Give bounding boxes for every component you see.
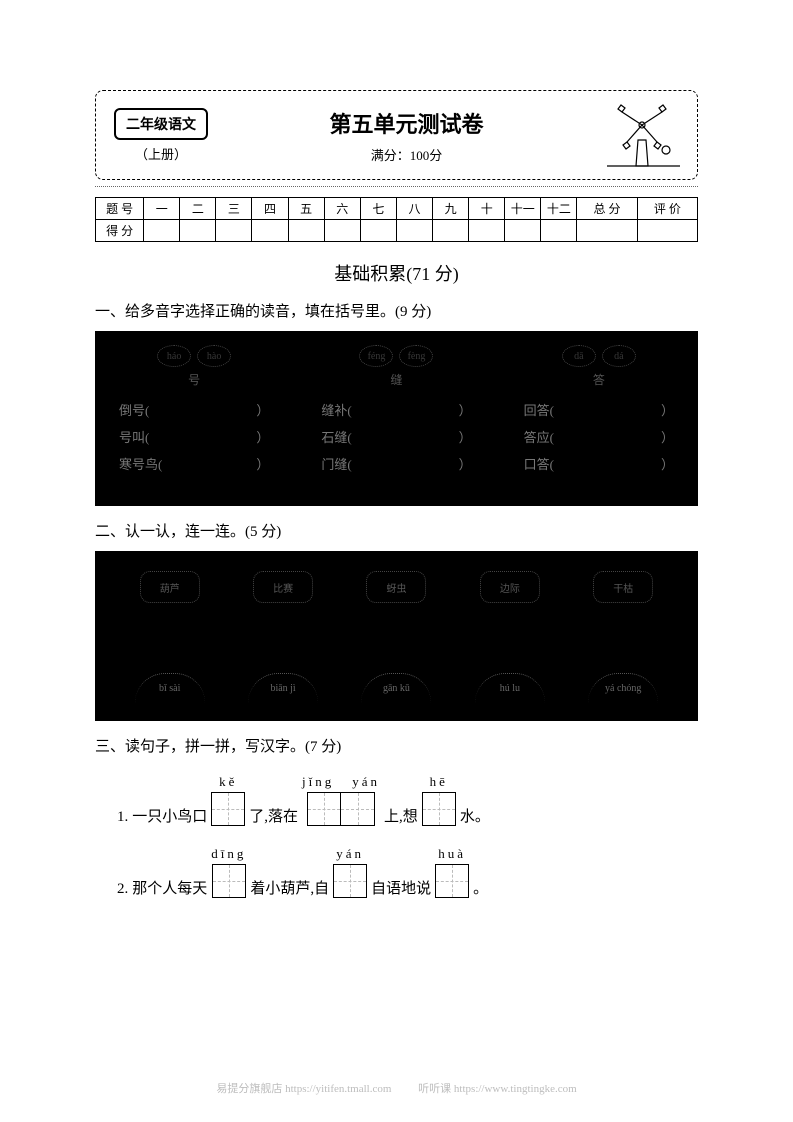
question-2-title: 二、认一认，连一连。(5 分) bbox=[95, 520, 698, 541]
windmill-icon bbox=[602, 100, 682, 170]
word-bubble: 边际 bbox=[480, 571, 540, 603]
q1-image-box: háo hào 号 倒号(） 号叫(） 寒号鸟(） féng fèng 缝 缝补… bbox=[95, 331, 698, 506]
word-bubble: 干枯 bbox=[593, 571, 653, 603]
pinyin-cloud: fèng bbox=[399, 345, 433, 367]
char-box bbox=[435, 864, 469, 898]
table-row: 得 分 bbox=[96, 220, 698, 242]
char-box bbox=[211, 792, 245, 826]
sentence-1: 1. 一只小鸟口 kě 了,落在 jǐngyán 上,想 hē 水。 bbox=[115, 774, 698, 826]
pinyin-bubble: hú lu bbox=[475, 673, 545, 703]
grade-label: 二年级语文 bbox=[114, 108, 208, 140]
pinyin-cloud: féng bbox=[359, 345, 393, 367]
pinyin-bubble: gān kū bbox=[361, 673, 431, 703]
volume-label: （上册） bbox=[135, 144, 187, 163]
char-box bbox=[333, 864, 367, 898]
footer-left: 易提分旗舰店 https://yitifen.tmall.com bbox=[216, 1083, 391, 1095]
sentence-2: 2. 那个人每天 dīng 着小葫芦,自 yán 自语地说 huà 。 bbox=[115, 846, 698, 898]
sentence-num: 1. bbox=[117, 809, 128, 826]
char-jar: 答 bbox=[518, 371, 680, 388]
pinyin-cloud: dā bbox=[562, 345, 596, 367]
question-3-title: 三、读句子，拼一拼，写汉字。(7 分) bbox=[95, 735, 698, 756]
header-box: 二年级语文 （上册） 第五单元测试卷 满分：100分 bbox=[95, 90, 698, 180]
q3-sentences: 1. 一只小鸟口 kě 了,落在 jǐngyán 上,想 hē 水。 2. 那个… bbox=[115, 774, 698, 898]
row-label: 题 号 bbox=[96, 198, 144, 220]
char-box bbox=[341, 792, 375, 826]
pinyin-bubble: biān jì bbox=[248, 673, 318, 703]
score-table: 题 号 一 二 三 四 五 六 七 八 九 十 十一 十二 总 分 评 价 得 … bbox=[95, 197, 698, 242]
char-jar: 号 bbox=[113, 371, 275, 388]
pinyin-bubble: bǐ sài bbox=[135, 673, 205, 703]
footer-right: 听听课 https://www.tingtingke.com bbox=[418, 1083, 576, 1095]
table-row: 题 号 一 二 三 四 五 六 七 八 九 十 十一 十二 总 分 评 价 bbox=[96, 198, 698, 220]
pinyin-bubble: yá chóng bbox=[588, 673, 658, 703]
word-bubble: 蚜虫 bbox=[366, 571, 426, 603]
divider bbox=[95, 186, 698, 187]
word-bubble: 比赛 bbox=[253, 571, 313, 603]
char-box bbox=[307, 792, 341, 826]
char-jar: 缝 bbox=[315, 371, 477, 388]
footer: 易提分旗舰店 https://yitifen.tmall.com 听听课 htt… bbox=[0, 1080, 793, 1096]
row-label: 得 分 bbox=[96, 220, 144, 242]
q2-image-box: 葫芦 比赛 蚜虫 边际 干枯 bǐ sài biān jì gān kū hú … bbox=[95, 551, 698, 721]
page-title: 第五单元测试卷 bbox=[211, 107, 602, 139]
section-title: 基础积累(71 分) bbox=[95, 260, 698, 286]
full-score: 满分：100分 bbox=[211, 145, 602, 164]
question-1-title: 一、给多音字选择正确的读音，填在括号里。(9 分) bbox=[95, 300, 698, 321]
char-box bbox=[212, 864, 246, 898]
pinyin-cloud: hào bbox=[197, 345, 231, 367]
pinyin-cloud: dá bbox=[602, 345, 636, 367]
char-box bbox=[422, 792, 456, 826]
word-bubble: 葫芦 bbox=[140, 571, 200, 603]
sentence-num: 2. bbox=[117, 881, 128, 898]
pinyin-cloud: háo bbox=[157, 345, 191, 367]
